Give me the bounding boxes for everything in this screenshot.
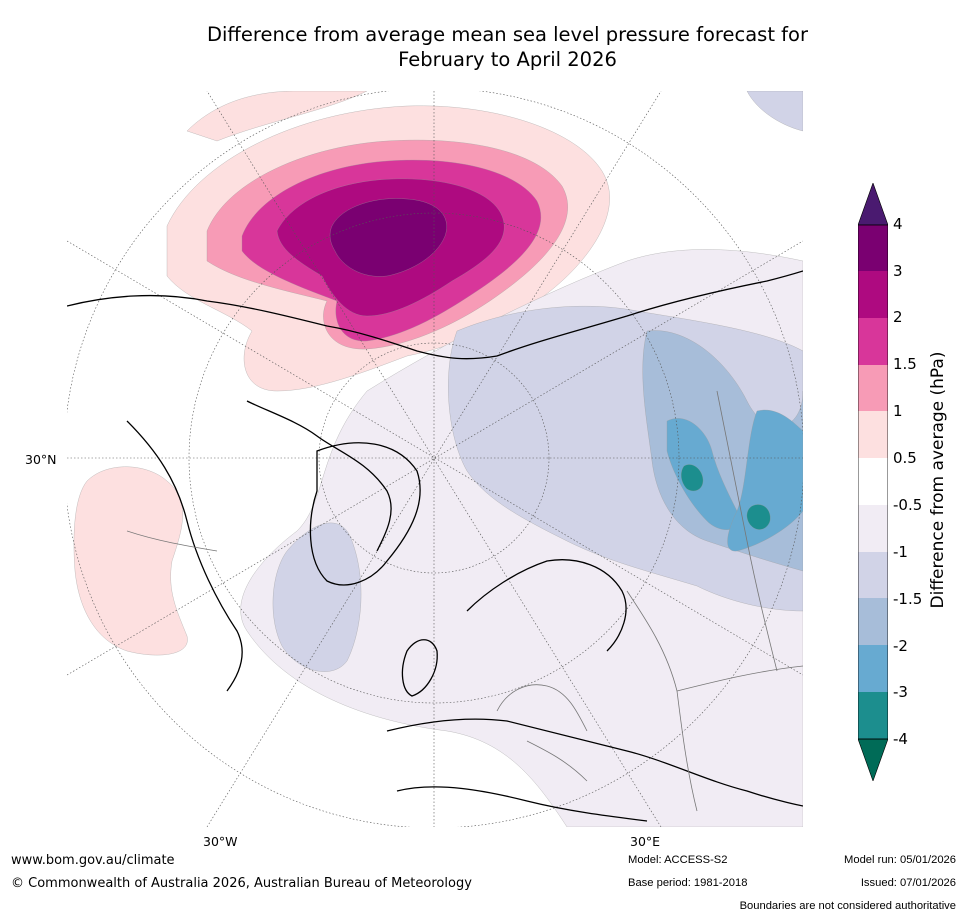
border-russia-west [626, 590, 698, 812]
footer-copyright: © Commonwealth of Australia 2026, Austra… [11, 876, 472, 891]
lon-label-30e: 30°E [630, 834, 661, 849]
graticule-meridian-a [206, 91, 662, 827]
colorbar-under-arrow [858, 738, 888, 781]
colorbar-segment-m1-m05 [858, 505, 888, 552]
colorbar-tick-0: 4 [893, 215, 903, 233]
colorbar-tick-3: 1.5 [893, 355, 917, 373]
map-panel [67, 91, 803, 827]
anomaly-band-m3-m2-east [727, 409, 803, 552]
lat-label-30n: 30°N [25, 452, 57, 467]
border-europe-b [526, 740, 588, 782]
graticule-circle-60n [188, 212, 680, 704]
coastline-scandinavia [466, 559, 627, 652]
footer-model: Model: ACCESS-S2 [628, 854, 728, 866]
title-line-1: Difference from average mean sea level p… [207, 23, 808, 46]
colorbar-tick-7: -1 [893, 543, 908, 561]
footer-website[interactable]: www.bom.gov.au/climate [11, 853, 175, 868]
border-siberia-a [716, 390, 778, 672]
graticule-meridian-d [67, 240, 803, 676]
colorbar-outline [858, 224, 888, 740]
negative-anomaly-siberia [240, 91, 803, 827]
colorbar-segment-2-3 [858, 271, 888, 318]
colorbar [858, 183, 888, 781]
positive-anomaly-north-atlantic [73, 466, 188, 656]
anomaly-band-m4-m3-east [746, 504, 771, 530]
footer-base-period: Base period: 1981-2018 [628, 877, 748, 889]
coastline-mediterranean [396, 786, 648, 822]
colorbar-tick-9: -2 [893, 637, 908, 655]
lon-label-30w: 30°W [203, 834, 238, 849]
coastline-north-america-east [126, 420, 243, 692]
colorbar-segment-05-1 [858, 411, 888, 458]
anomaly-band-m4-m3 [681, 464, 704, 492]
border-kazakhstan [676, 665, 803, 692]
anomaly-band-05-1-small [186, 91, 368, 142]
colorbar-tick-6: -0.5 [893, 496, 923, 514]
footer-issued: Issued: 07/01/2026 [860, 877, 956, 889]
footer-model-run: Model run: 05/01/2026 [844, 854, 956, 866]
coastline-greenland [309, 442, 421, 586]
anomaly-band-m15-m1-ne-corner [746, 91, 803, 132]
colorbar-segment-3-4 [858, 225, 888, 271]
colorbar-tick-10: -3 [893, 683, 908, 701]
country-borders [126, 390, 803, 812]
graticule [67, 91, 803, 827]
colorbar-segment-m3-m2 [858, 645, 888, 692]
anomaly-band-m15-m1-greenland [272, 522, 362, 672]
chart-title: Difference from average mean sea level p… [100, 22, 915, 72]
colorbar-tick-1: 3 [893, 262, 903, 280]
colorbar-segment-m15-m1 [858, 552, 888, 598]
coastline-siberia-arctic [496, 270, 803, 357]
coastline-europe [386, 718, 803, 807]
colorbar-segment-m4-m3 [858, 692, 888, 739]
title-line-2: February to April 2026 [398, 48, 617, 71]
footer-disclaimer: Boundaries are not considered authoritat… [739, 900, 956, 912]
colorbar-segment-1-15 [858, 365, 888, 411]
colorbar-tick-11: -4 [893, 730, 908, 748]
anomaly-band-3-4 [329, 198, 447, 277]
anomaly-band-05-1-atlantic [73, 466, 188, 656]
border-europe-a [496, 684, 588, 732]
colorbar-tick-2: 2 [893, 308, 903, 326]
colorbar-tick-4: 1 [893, 402, 903, 420]
coastline-canadian-archipelago [246, 400, 392, 552]
coastline-uk [401, 639, 438, 697]
coastline-alaska-canada [67, 294, 498, 360]
coastlines [67, 270, 803, 822]
colorbar-tick-5: 0.5 [893, 449, 917, 467]
colorbar-segment-m2-m15 [858, 598, 888, 645]
colorbar-segment-15-2 [858, 318, 888, 365]
colorbar-tick-8: -1.5 [893, 590, 923, 608]
colorbar-segment-neutral [858, 458, 888, 505]
colorbar-over-arrow [858, 183, 888, 226]
colorbar-label: Difference from average (hPa) [928, 351, 948, 609]
graticule-meridian-b [206, 91, 662, 827]
anomaly-map [67, 91, 803, 827]
border-canada-us [126, 530, 218, 552]
